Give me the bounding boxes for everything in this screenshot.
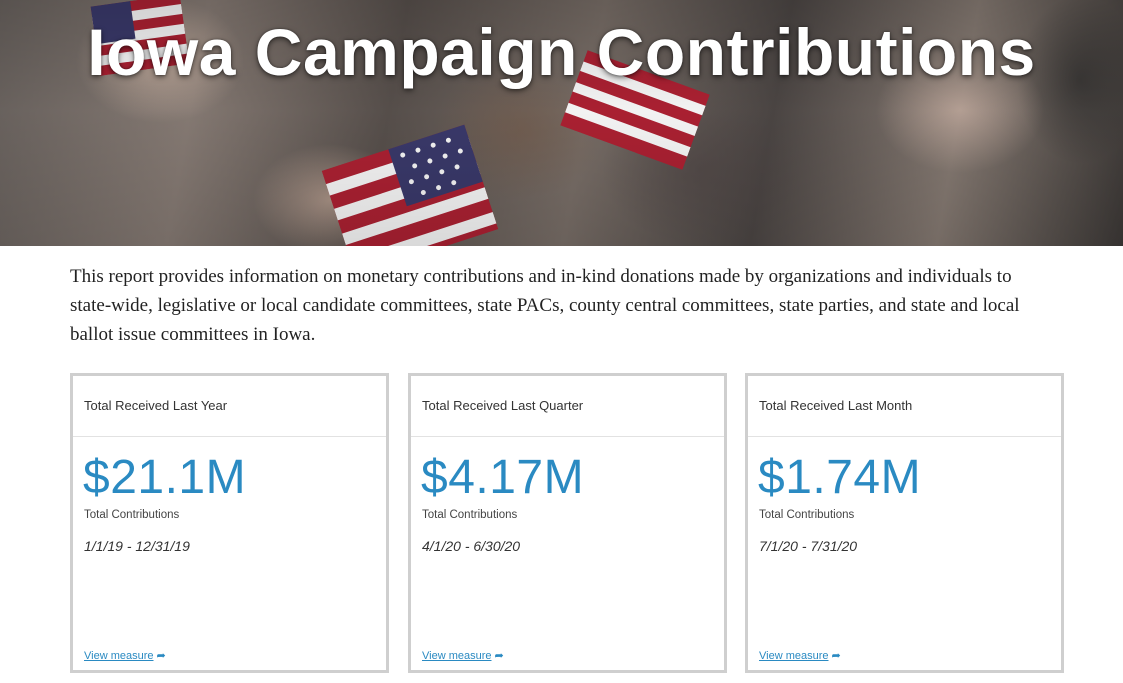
card-value: $21.1M bbox=[83, 451, 247, 504]
view-measure-link[interactable]: View measure ➦ bbox=[84, 649, 166, 662]
metric-cards: Total Received Last Year $21.1M Total Co… bbox=[70, 373, 1064, 673]
report-description: This report provides information on mone… bbox=[70, 266, 1020, 345]
share-arrow-icon: ➦ bbox=[494, 650, 504, 662]
card-date-range: 7/1/20 - 7/31/20 bbox=[759, 538, 858, 554]
card-date-range: 1/1/19 - 12/31/19 bbox=[84, 538, 190, 554]
card-subtitle: Total Contributions bbox=[422, 509, 518, 521]
card-header: Total Received Last Quarter bbox=[411, 376, 724, 437]
view-measure-link[interactable]: View measure ➦ bbox=[759, 649, 841, 662]
flag-image bbox=[560, 50, 710, 170]
card-header: Total Received Last Month bbox=[748, 376, 1061, 437]
flag-image bbox=[90, 0, 190, 76]
metric-card-last-month: Total Received Last Month $1.74M Total C… bbox=[745, 373, 1064, 673]
view-measure-link[interactable]: View measure ➦ bbox=[422, 649, 504, 662]
card-value: $4.17M bbox=[421, 451, 585, 504]
view-measure-label: View measure bbox=[84, 650, 154, 662]
hero-banner: Iowa Campaign Contributions bbox=[0, 0, 1123, 246]
metric-card-last-quarter: Total Received Last Quarter $4.17M Total… bbox=[408, 373, 727, 673]
hero-shade bbox=[0, 0, 1123, 246]
flag-image bbox=[321, 124, 499, 246]
card-value: $1.74M bbox=[758, 451, 922, 504]
view-measure-label: View measure bbox=[422, 650, 492, 662]
share-arrow-icon: ➦ bbox=[156, 650, 166, 662]
card-date-range: 4/1/20 - 6/30/20 bbox=[422, 538, 521, 554]
card-subtitle: Total Contributions bbox=[759, 509, 855, 521]
share-arrow-icon: ➦ bbox=[831, 650, 841, 662]
page-title: Iowa Campaign Contributions bbox=[87, 15, 1036, 89]
card-subtitle: Total Contributions bbox=[84, 509, 180, 521]
card-header: Total Received Last Year bbox=[73, 376, 386, 437]
metric-card-last-year: Total Received Last Year $21.1M Total Co… bbox=[70, 373, 389, 673]
view-measure-label: View measure bbox=[759, 650, 829, 662]
